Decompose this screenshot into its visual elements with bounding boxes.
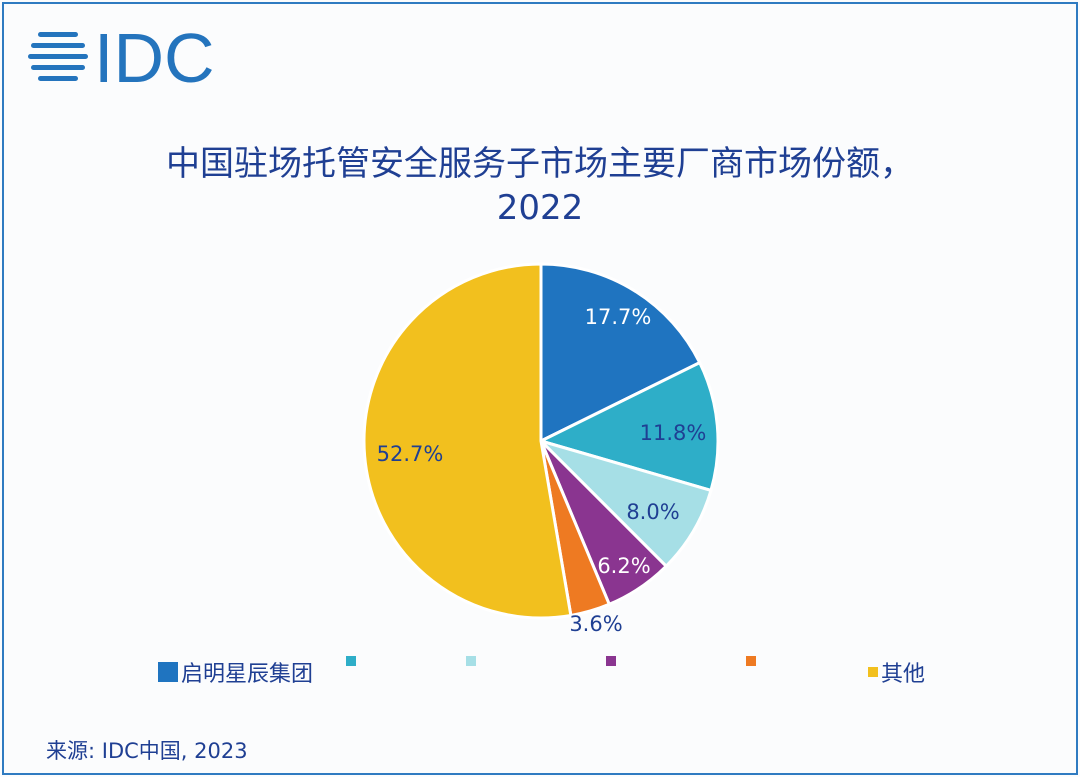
idc-logo: IDC	[28, 24, 215, 88]
legend-item	[606, 656, 619, 666]
pie-slice	[362, 262, 573, 620]
legend-swatch	[466, 656, 476, 666]
source-note: 来源: IDC中国, 2023	[46, 739, 248, 763]
data-label: 3.6%	[569, 612, 622, 636]
chart-subtitle: 2022	[496, 188, 584, 228]
legend-item	[346, 656, 359, 666]
legend-swatch	[346, 656, 356, 666]
legend-item	[746, 656, 759, 666]
legend-swatch	[158, 662, 178, 682]
data-label: 6.2%	[597, 554, 650, 578]
data-label: 52.7%	[377, 442, 444, 466]
legend-swatch	[868, 667, 878, 677]
logo-text: IDC	[94, 24, 215, 88]
legend-item	[466, 656, 479, 666]
pie-slice	[539, 439, 713, 569]
data-label: 17.7%	[585, 305, 652, 329]
data-label: 8.0%	[626, 500, 679, 524]
pie-slice	[539, 262, 702, 444]
legend-item: 启明星辰集团	[158, 656, 313, 688]
legend-swatch	[746, 656, 756, 666]
legend-label: 启明星辰集团	[181, 662, 314, 687]
legend-swatch	[606, 656, 616, 666]
pie-slice	[536, 360, 720, 493]
chart-title: 中国驻场托管安全服务子市场主要厂商市场份额，	[166, 144, 914, 184]
legend-label: 其他	[881, 662, 926, 687]
data-label: 11.8%	[640, 421, 707, 445]
legend-item: 其他	[868, 656, 925, 688]
